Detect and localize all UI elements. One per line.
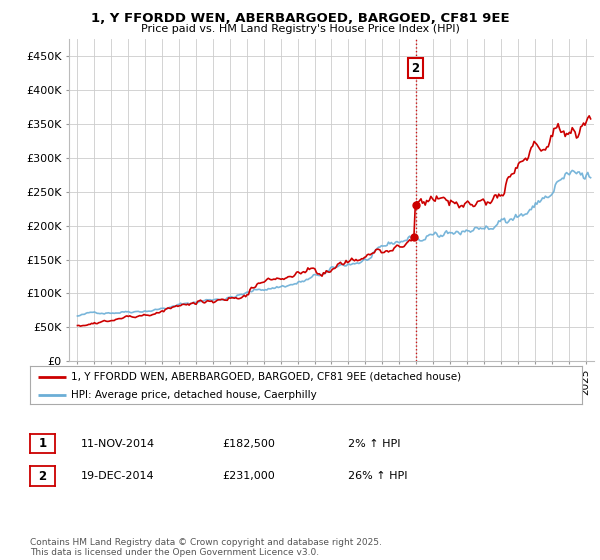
Text: 2% ↑ HPI: 2% ↑ HPI [348,438,401,449]
Text: Contains HM Land Registry data © Crown copyright and database right 2025.
This d: Contains HM Land Registry data © Crown c… [30,538,382,557]
Text: 1: 1 [38,437,47,450]
Text: Price paid vs. HM Land Registry's House Price Index (HPI): Price paid vs. HM Land Registry's House … [140,24,460,34]
Text: 19-DEC-2014: 19-DEC-2014 [81,471,155,481]
Text: 1, Y FFORDD WEN, ABERBARGOED, BARGOED, CF81 9EE (detached house): 1, Y FFORDD WEN, ABERBARGOED, BARGOED, C… [71,371,461,381]
Text: 26% ↑ HPI: 26% ↑ HPI [348,471,407,481]
Text: 2: 2 [38,469,47,483]
Text: 2: 2 [412,62,420,75]
Text: HPI: Average price, detached house, Caerphilly: HPI: Average price, detached house, Caer… [71,390,317,400]
Text: £231,000: £231,000 [222,471,275,481]
Text: 11-NOV-2014: 11-NOV-2014 [81,438,155,449]
Text: 1, Y FFORDD WEN, ABERBARGOED, BARGOED, CF81 9EE: 1, Y FFORDD WEN, ABERBARGOED, BARGOED, C… [91,12,509,25]
Text: £182,500: £182,500 [222,438,275,449]
